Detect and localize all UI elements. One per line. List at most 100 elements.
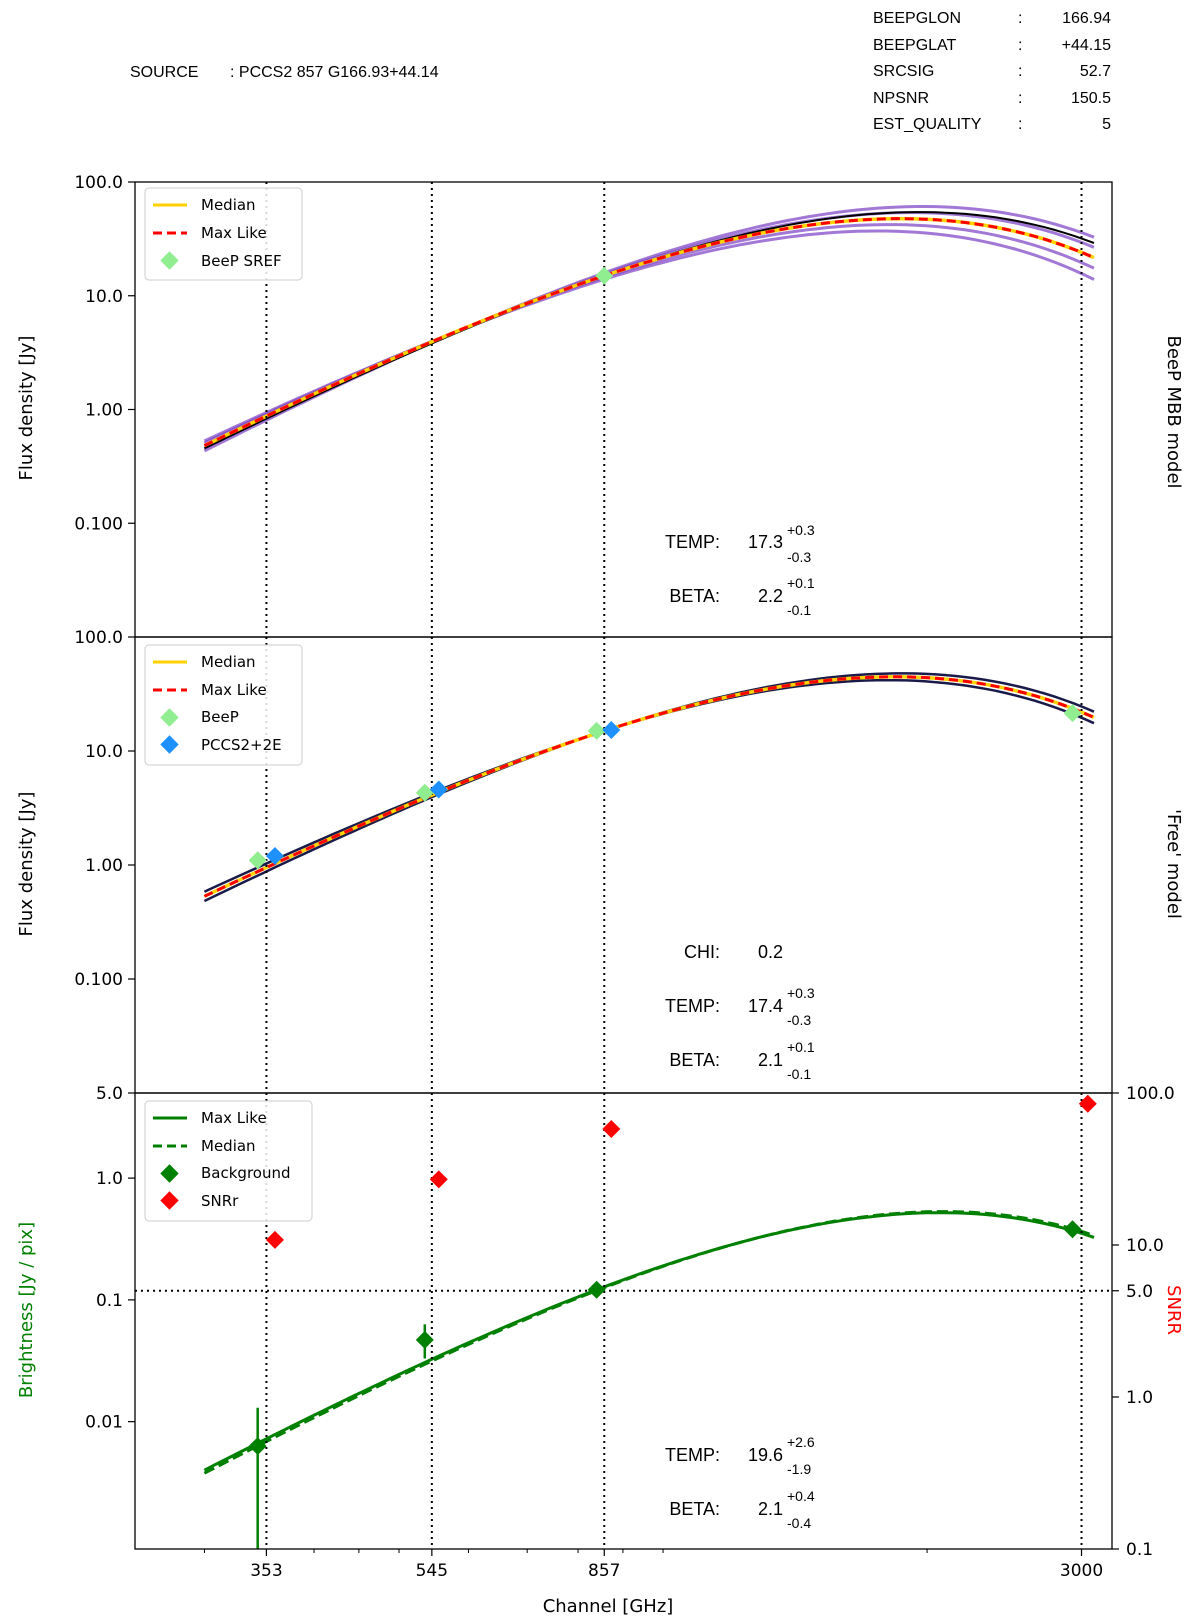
x-tick-label: 857: [588, 1561, 620, 1581]
ensemble-curve: [203, 211, 1095, 450]
annotations: TEMP: 17.3 +0.3 -0.3 BETA: 2.2 +0.1 -0.1: [665, 522, 815, 618]
source-value: : PCCS2 857 G166.93+44.14: [230, 64, 439, 81]
header-key: SRCSIG: [873, 63, 934, 80]
beep-point: [1063, 704, 1082, 723]
x-tick-label: 353: [250, 1561, 282, 1581]
legend-label: Median: [201, 653, 256, 671]
panel-beep-mbb-model: 100.0 10.0 1.00 0.100 Median Max Like BeeP …: [16, 173, 1184, 638]
header-key: NPSNR: [873, 90, 929, 107]
envelope-curve: [203, 678, 1095, 893]
annotation-value: 2.2: [758, 586, 783, 606]
legend-label: SNRr: [201, 1192, 239, 1210]
snr-point: [602, 1119, 621, 1138]
median-curve: [203, 675, 1095, 898]
legend-label: BeeP SREF: [201, 252, 282, 270]
annotations: TEMP: 19.6 +2.6 -1.9 BETA: 2.1 +0.4 -0.4: [665, 1434, 815, 1531]
maxlike-curve: [203, 217, 1095, 447]
annotation-label: TEMP:: [665, 532, 720, 552]
y-tick-label: 0.01: [85, 1413, 123, 1433]
background-point: [587, 1280, 606, 1299]
header-sep: :: [1018, 90, 1022, 107]
x-tick-label: 3000: [1060, 1561, 1103, 1581]
envelope-curve: [203, 672, 1095, 903]
annotation-value: 17.3: [748, 532, 783, 552]
annotation-plus: +0.1: [787, 575, 815, 591]
annotation-value: 0.2: [758, 942, 783, 962]
y-tick-label: 1.00: [85, 401, 123, 421]
legend-box: [144, 644, 303, 766]
header-value: 150.5: [1071, 90, 1111, 107]
y-tick-label: 0.1: [96, 1291, 123, 1311]
snr-point: [265, 1230, 284, 1249]
y2-tick-label: 10.0: [1126, 1236, 1164, 1256]
y-tick-label: 100.0: [74, 173, 123, 193]
annotations: CHI: 0.2 TEMP: 17.4 +0.3 -0.3 BETA: 2.1 …: [665, 942, 815, 1082]
source-label: SOURCE: [130, 64, 198, 81]
x-tick-label: 545: [416, 1561, 448, 1581]
panel-background-snr: 5.0 1.0 0.1 0.01 100.0 10.0 5.0 1.0 0.1 353 545 857…: [16, 1084, 1184, 1617]
y2-tick-label: 100.0: [1126, 1084, 1175, 1104]
legend-pccs-marker: [160, 735, 179, 754]
header-sep: :: [1018, 37, 1022, 54]
legend-label: PCCS2+2E: [201, 736, 282, 754]
pccs-point: [429, 780, 448, 799]
median-curve: [203, 1210, 1095, 1475]
y-axis-label: Flux density [Jy]: [16, 336, 37, 481]
pccs-point: [265, 846, 284, 865]
beep-point: [415, 783, 434, 802]
legend-label: Median: [201, 1137, 256, 1155]
beep-point: [248, 851, 267, 870]
plot-area: 100.0 10.0 1.00 0.100: [74, 173, 1113, 638]
median-curve: [203, 216, 1095, 448]
header-sep: :: [1018, 116, 1022, 133]
right-axis-label: BeeP MBB model: [1163, 335, 1184, 488]
y2-tick-label: 1.0: [1126, 1388, 1153, 1408]
y-axis-label: Brightness [Jy / pix]: [16, 1222, 37, 1398]
y-tick-label: 1.0: [96, 1169, 123, 1189]
snr-point: [1078, 1094, 1097, 1113]
annotation-value: 19.6: [748, 1445, 783, 1465]
y-tick-label: 0.100: [74, 514, 123, 534]
right-axis-label: 'Free' model: [1163, 809, 1184, 919]
annotation-label: CHI:: [684, 942, 720, 962]
header-key: BEEPGLAT: [873, 37, 957, 54]
annotation-plus: +0.3: [787, 522, 815, 538]
annotation-label: TEMP:: [665, 1445, 720, 1465]
background-point: [415, 1330, 434, 1349]
header-value: 52.7: [1080, 63, 1111, 80]
y-tick-label: 100.0: [74, 628, 123, 648]
legend-label: Max Like: [201, 1109, 267, 1127]
annotation-minus: -1.9: [787, 1461, 811, 1477]
annotation-plus: +0.1: [787, 1039, 815, 1055]
legend-label: Median: [201, 196, 256, 214]
annotation-label: BETA:: [669, 1499, 720, 1519]
y-tick-label: 10.0: [85, 742, 123, 762]
plot-area: 5.0 1.0 0.1 0.01 100.0 10.0 5.0 1.0 0.1 353 545 857…: [85, 1084, 1175, 1581]
legend-label: Max Like: [201, 224, 267, 242]
panel-free-model: 100.0 10.0 1.00 0.100 Median Max Like BeeP …: [16, 628, 1184, 1094]
header-key: BEEPGLON: [873, 10, 961, 27]
legend: Max Like Median Background SNRr: [144, 1100, 313, 1222]
annotation-minus: -0.1: [787, 602, 811, 618]
maxlike-curve: [203, 1211, 1095, 1472]
legend-snr-marker: [160, 1191, 179, 1210]
plot-frame: [134, 1092, 1113, 1550]
right-axis-label: SNRR: [1163, 1285, 1184, 1335]
beep-sref-point: [595, 266, 614, 285]
beep-point: [587, 721, 606, 740]
legend-box: [144, 1100, 313, 1222]
annotation-minus: -0.1: [787, 1066, 811, 1082]
background-point: [1063, 1220, 1082, 1239]
y-tick-label: 0.100: [74, 970, 123, 990]
legend: Median Max Like BeeP SREF: [144, 187, 303, 281]
plot-area: 100.0 10.0 1.00 0.100: [74, 628, 1113, 1094]
annotation-plus: +2.6: [787, 1434, 815, 1450]
annotation-minus: -0.4: [787, 1515, 811, 1531]
annotation-plus: +0.3: [787, 985, 815, 1001]
legend-beep-marker: [160, 251, 179, 270]
envelope-curve: [203, 211, 1095, 450]
header-value: 166.94: [1062, 10, 1111, 27]
y2-tick-label: 0.1: [1126, 1540, 1153, 1560]
background-point: [248, 1437, 267, 1456]
